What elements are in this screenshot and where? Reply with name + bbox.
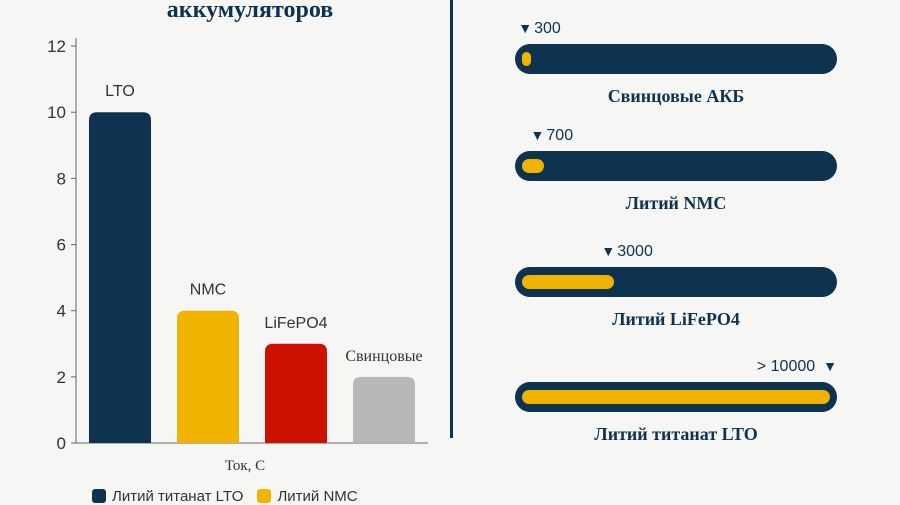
- gauge-marker: > 10000 ▼: [757, 358, 837, 375]
- bar-chart: 0 2 4 6 8 10 12 LTO NMC LiFePO4 Свинцовые Ток, С: [47, 37, 428, 474]
- gauge-label: Литий LiFePO4: [612, 309, 740, 329]
- gauge-marker: ▼ 300: [518, 20, 561, 37]
- gauge-track: [515, 151, 837, 181]
- y-tick-label: 4: [57, 302, 66, 321]
- bar-data-label: LiFePO4: [264, 315, 327, 332]
- gauge-track: [515, 382, 837, 412]
- gauge-fill: [522, 52, 532, 66]
- legend-swatch: [92, 489, 106, 503]
- y-tick-label: 12: [47, 37, 66, 56]
- gauge-value: 300: [534, 20, 561, 37]
- y-tick-label: 10: [47, 103, 66, 122]
- triangle-down-icon: ▼: [823, 358, 837, 374]
- gauge-label: Литий NMC: [625, 193, 727, 213]
- y-tick-label: 8: [57, 169, 66, 188]
- legend-label: Литий NMC: [277, 488, 358, 505]
- triangle-down-icon: ▼: [518, 20, 533, 36]
- gauge-fill: [522, 275, 615, 289]
- legend-swatch: [257, 489, 272, 503]
- legend-entry: Литий NMC: [257, 488, 358, 505]
- gauge-value: > 10000: [756, 358, 816, 375]
- legend: Литий титанат LTO Литий NMC: [92, 488, 372, 505]
- y-tick-label: 6: [57, 236, 66, 255]
- bar-свинцовые: [353, 376, 415, 443]
- gauge-track: [515, 267, 837, 297]
- gauge-marker: ▼ 3000: [601, 243, 652, 260]
- gauge-fill: [522, 159, 544, 173]
- chart-title: аккумуляторов: [166, 0, 334, 23]
- bar-nmc: [177, 310, 239, 443]
- bar-lto: [89, 112, 151, 443]
- x-axis-label: Ток, С: [225, 458, 265, 474]
- gauge-marker: ▼ 700: [531, 127, 574, 144]
- y-tick-label: 0: [57, 434, 66, 453]
- legend-entry: Литий титанат LTO: [92, 488, 243, 505]
- gauge-value: 700: [546, 127, 574, 144]
- legend-label: Литий титанат LTO: [112, 488, 244, 505]
- bar-data-label: Свинцовые: [345, 348, 422, 365]
- gauge-fill: [522, 390, 830, 404]
- triangle-down-icon: ▼: [601, 243, 616, 259]
- panel-divider: [450, 0, 453, 438]
- gauge-track: [515, 44, 837, 74]
- gauge-label: Свинцовые АКБ: [607, 86, 745, 106]
- triangle-down-icon: ▼: [530, 127, 545, 143]
- y-tick-label: 2: [57, 368, 66, 387]
- bar-data-label: NMC: [190, 282, 226, 299]
- bar-data-label: LTO: [105, 83, 135, 100]
- gauge-value: 3000: [617, 243, 653, 260]
- gauge-label: Литий титанат LTO: [594, 424, 758, 444]
- bar-lifepo4: [265, 343, 327, 443]
